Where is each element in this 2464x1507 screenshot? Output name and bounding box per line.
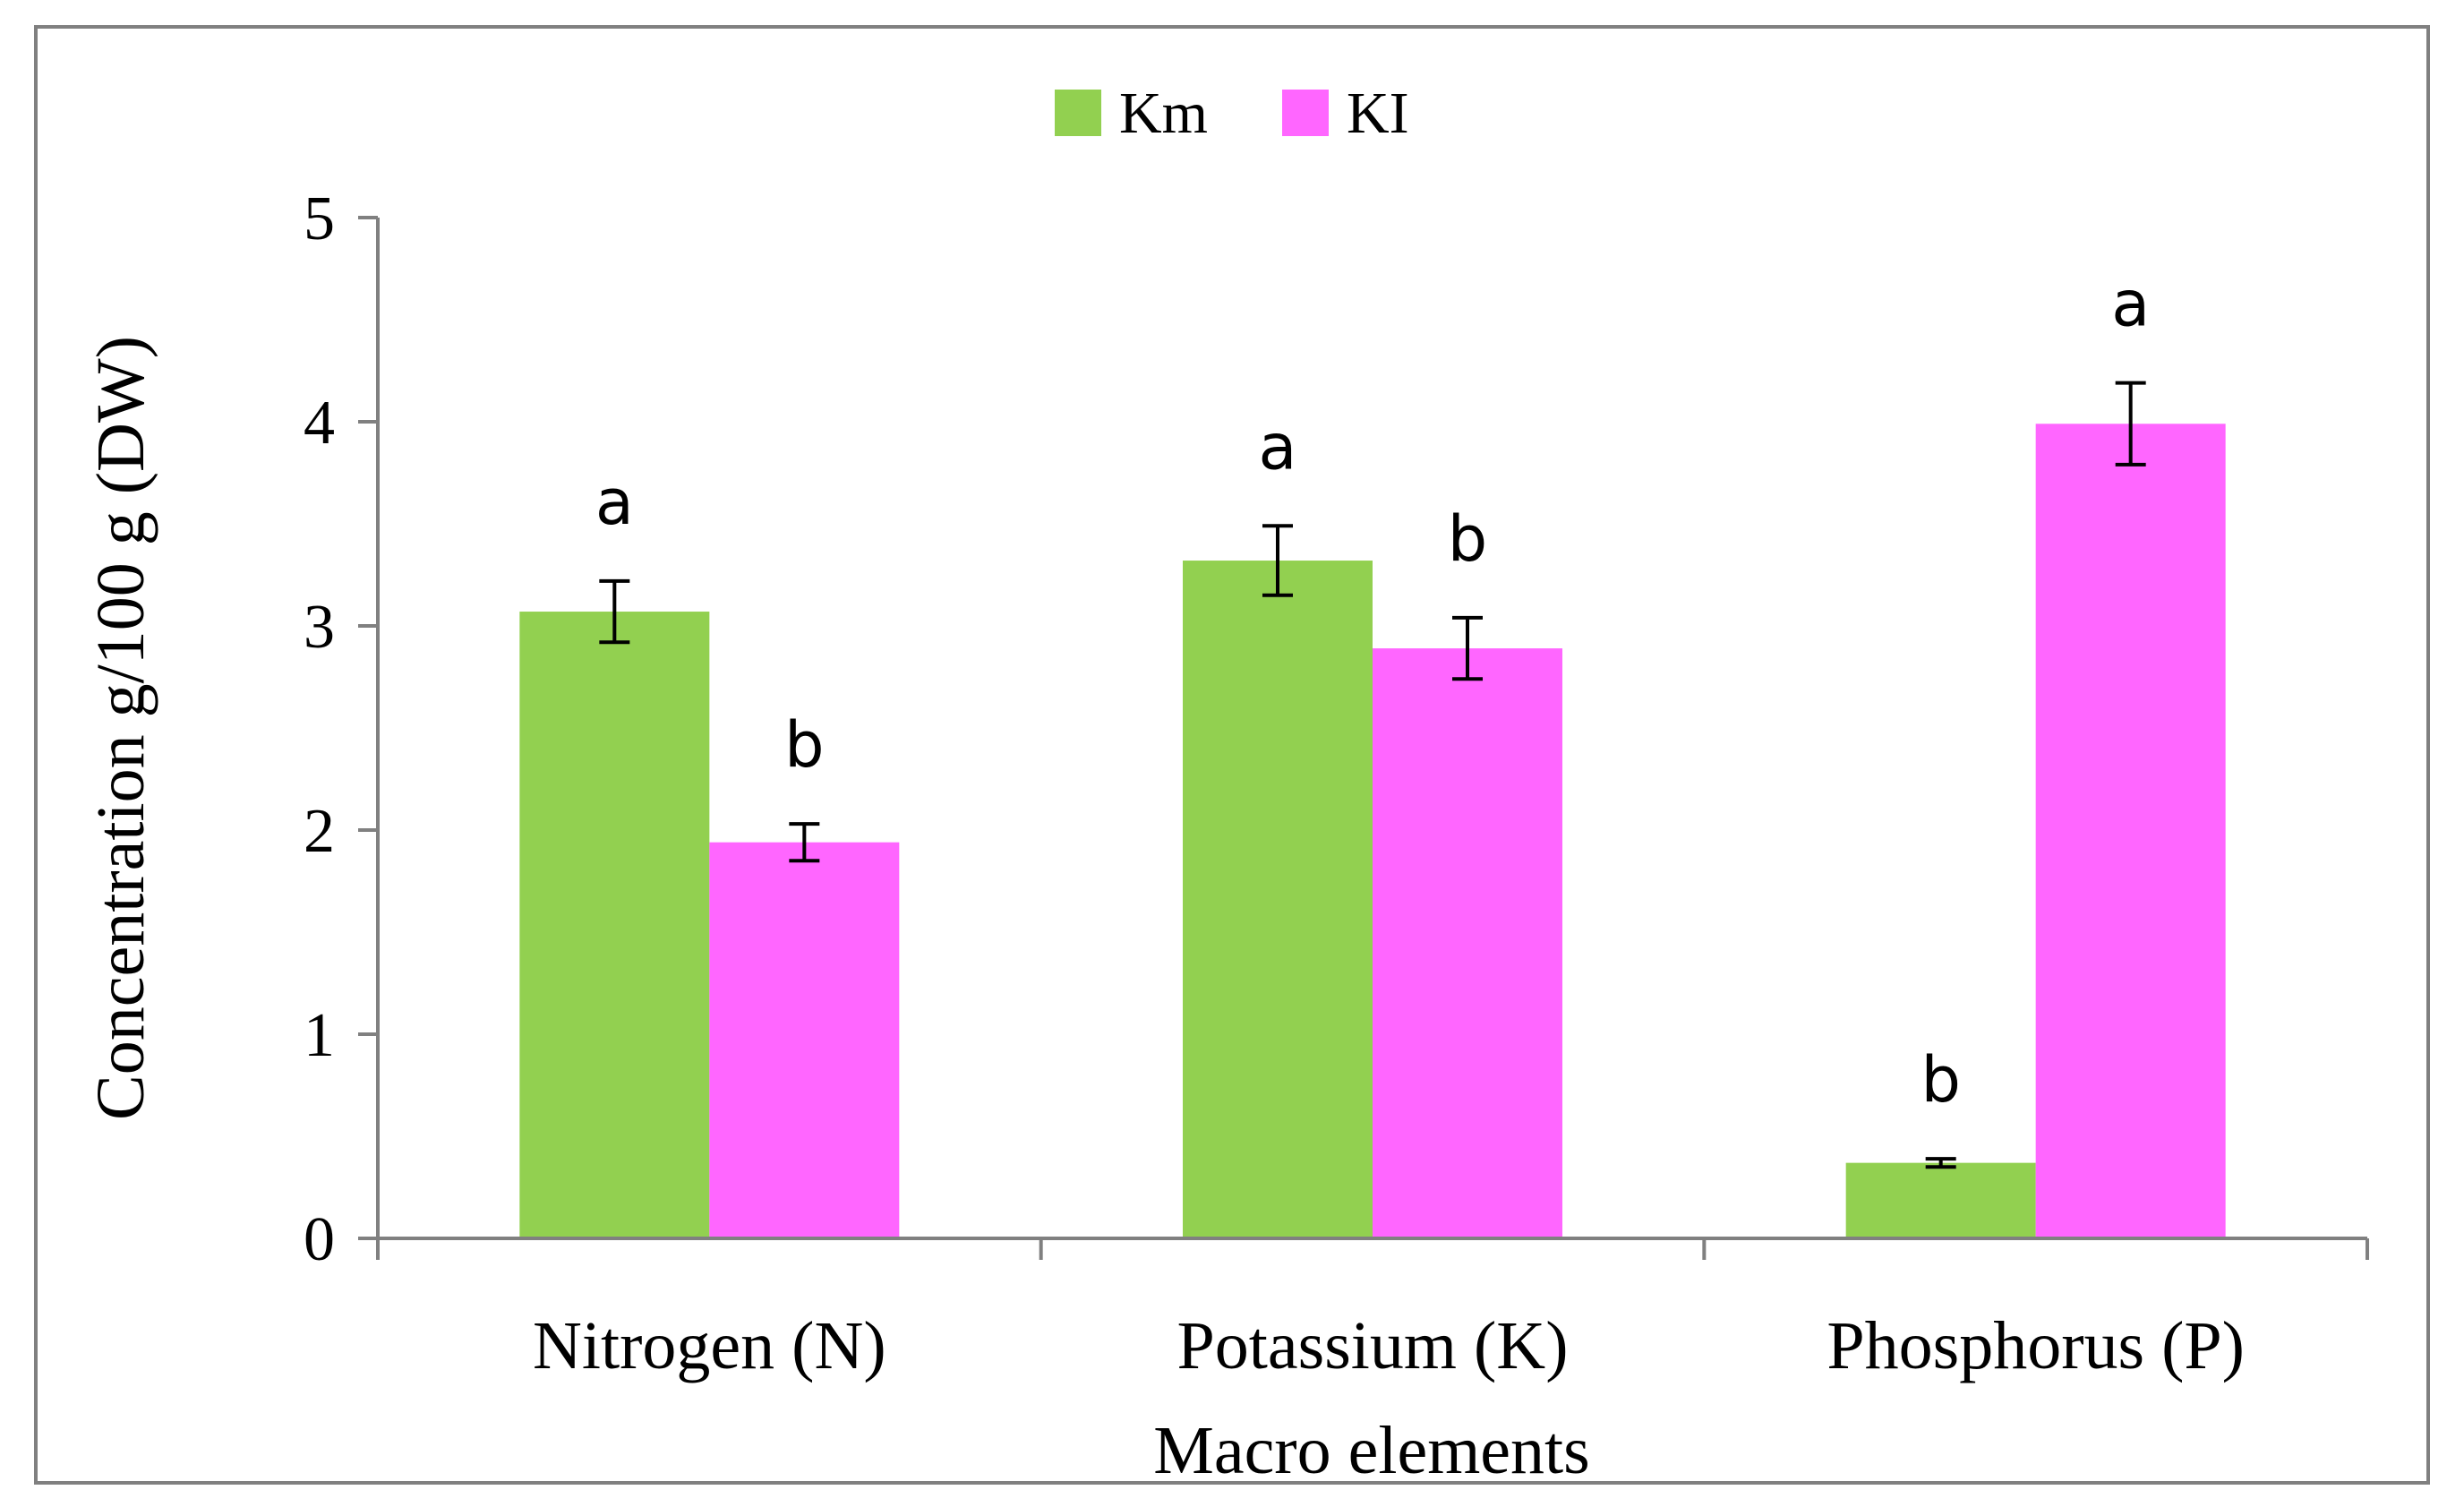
y-tick-label-1: 1 xyxy=(304,1001,335,1070)
x-tick-label-potassium-k: Potassium (K) xyxy=(1177,1308,1569,1383)
bar-ki-nitrogen-n xyxy=(709,842,900,1238)
significance-label-ki-potassium-k: b xyxy=(1448,502,1487,576)
y-axis: 0 1 2 3 4 5 xyxy=(304,184,380,1274)
significance-label-km-nitrogen-n: a xyxy=(595,466,634,539)
legend-label-km: Km xyxy=(1119,81,1208,146)
bars-layer xyxy=(519,424,2226,1238)
x-tick-label-phosphorus-p: Phosphorus (P) xyxy=(1827,1308,2245,1383)
legend-label-ki: KI xyxy=(1347,81,1409,146)
significance-label-km-phosphorus-p: b xyxy=(1921,1043,1960,1117)
legend-swatch-km xyxy=(1055,90,1101,136)
error-bars-layer xyxy=(599,381,2146,1169)
y-tick-label-5: 5 xyxy=(304,184,335,253)
x-axis: Nitrogen (N) Potassium (K) Phosphorus (P) xyxy=(376,1237,2369,1383)
significance-label-km-potassium-k: a xyxy=(1259,410,1297,484)
significance-labels-layer: a a b b b a xyxy=(595,268,2150,1117)
bar-ki-potassium-k xyxy=(1373,648,1562,1238)
significance-label-ki-nitrogen-n: b xyxy=(784,708,824,782)
legend-swatch-ki xyxy=(1282,90,1329,136)
y-tick-label-0: 0 xyxy=(304,1205,335,1274)
bar-km-phosphorus-p xyxy=(1845,1162,2036,1238)
y-axis-title: Concentration g/100 g (DW) xyxy=(83,336,158,1120)
y-tick-label-3: 3 xyxy=(304,593,335,662)
x-axis-title: Macro elements xyxy=(1153,1413,1589,1488)
y-tick-label-4: 4 xyxy=(304,389,335,458)
y-tick-label-2: 2 xyxy=(304,797,335,866)
x-tick-label-nitrogen-n: Nitrogen (N) xyxy=(533,1308,886,1383)
bar-km-nitrogen-n xyxy=(519,612,710,1238)
bar-ki-phosphorus-p xyxy=(2035,424,2226,1238)
bar-km-potassium-k xyxy=(1183,561,1373,1238)
significance-label-ki-phosphorus-p: a xyxy=(2111,268,2150,341)
legend: Km KI xyxy=(1055,81,1409,146)
